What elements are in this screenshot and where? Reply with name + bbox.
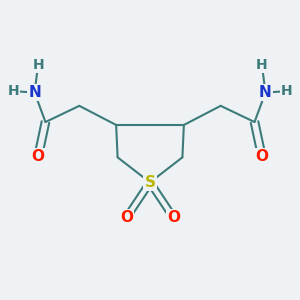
- Text: O: O: [120, 210, 133, 225]
- Text: O: O: [167, 210, 180, 225]
- Text: N: N: [259, 85, 272, 100]
- Text: O: O: [255, 149, 268, 164]
- Text: H: H: [7, 84, 19, 98]
- Text: O: O: [32, 149, 45, 164]
- Text: H: H: [32, 58, 44, 72]
- Text: N: N: [28, 85, 41, 100]
- Text: H: H: [256, 58, 268, 72]
- Text: S: S: [145, 175, 155, 190]
- Text: H: H: [281, 84, 293, 98]
